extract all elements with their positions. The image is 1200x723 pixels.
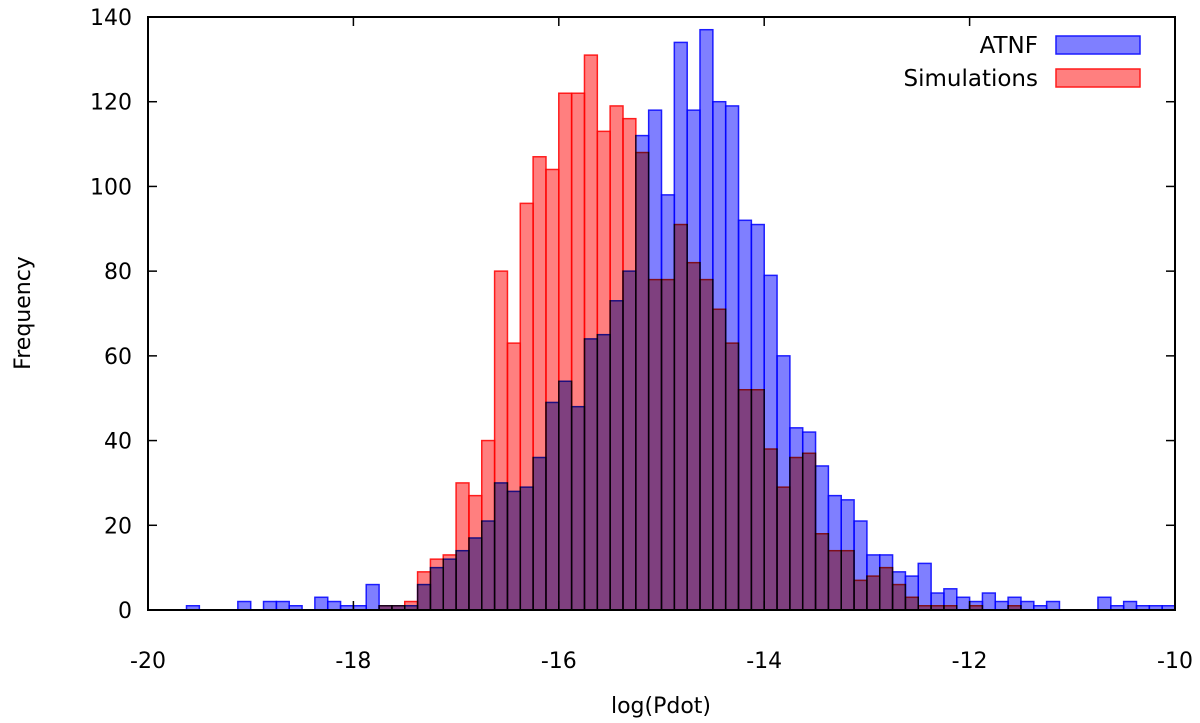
y-tick-label: 0 <box>118 599 132 624</box>
bar <box>878 566 894 611</box>
legend-label-atnf: ATNF <box>980 33 1038 59</box>
bar <box>724 342 740 611</box>
bar <box>814 533 830 611</box>
legend-swatch-atnf <box>1055 35 1141 55</box>
x-tick-label: -20 <box>130 649 166 674</box>
bar <box>429 558 445 611</box>
bar <box>699 278 714 611</box>
y-tick-label: 100 <box>90 175 132 200</box>
bar <box>750 388 765 611</box>
x-tick-label: -14 <box>746 649 782 674</box>
bar <box>647 278 663 611</box>
bar <box>609 105 624 611</box>
bar <box>532 156 547 611</box>
x-tick-label: -12 <box>952 649 988 674</box>
bar <box>570 92 586 611</box>
bar <box>455 482 470 611</box>
bar <box>1097 596 1112 611</box>
x-tick-label: -16 <box>541 649 577 674</box>
bar <box>891 583 907 611</box>
bars-layer <box>185 28 1176 611</box>
bar <box>737 388 753 611</box>
bar <box>468 494 483 611</box>
bar <box>1020 600 1035 611</box>
y-axis-title: Frequency <box>11 256 36 370</box>
axis-ticks: -20 -18 -16 -14 -12 -10 0 20 40 60 80 100 120 140 <box>90 6 1193 674</box>
y-tick-label: 20 <box>104 514 132 539</box>
x-tick-label: -10 <box>1157 649 1193 674</box>
bar <box>981 592 997 611</box>
bar <box>904 596 919 611</box>
bar <box>275 600 290 611</box>
bar <box>506 342 522 611</box>
bar <box>917 562 932 611</box>
bar <box>493 270 509 611</box>
bar <box>801 452 817 611</box>
y-tick-label: 40 <box>104 430 132 455</box>
bar <box>635 151 650 611</box>
bar <box>686 261 701 611</box>
bar <box>519 202 534 611</box>
bar <box>237 600 252 611</box>
y-tick-label: 60 <box>104 345 132 370</box>
bar <box>404 600 419 611</box>
legend: ATNF Simulations <box>904 33 1141 92</box>
bar <box>622 117 637 611</box>
bar <box>558 92 573 611</box>
bar <box>673 223 688 611</box>
bar <box>827 549 842 611</box>
legend-swatch-simulations <box>1055 68 1141 88</box>
bar <box>776 486 791 611</box>
bar <box>712 308 727 611</box>
bar <box>1122 600 1138 611</box>
y-tick-label: 140 <box>90 6 132 31</box>
bar <box>481 439 496 611</box>
bar <box>416 571 432 611</box>
y-tick-label: 80 <box>104 260 132 285</box>
bar <box>583 54 599 611</box>
bar <box>853 579 868 611</box>
bar <box>545 168 560 611</box>
plot-frame <box>147 16 1176 611</box>
bar <box>660 278 676 611</box>
bar <box>442 554 457 611</box>
bar <box>789 456 804 611</box>
bar <box>840 549 855 611</box>
legend-label-simulations: Simulations <box>904 66 1039 92</box>
bar <box>956 596 971 611</box>
bar <box>326 600 342 611</box>
bar <box>262 600 278 611</box>
bar <box>1045 600 1061 611</box>
bar <box>314 596 329 611</box>
bar <box>994 600 1009 611</box>
y-tick-label: 120 <box>90 91 132 116</box>
bar <box>763 448 778 611</box>
bar <box>365 583 380 611</box>
bar <box>596 130 611 611</box>
bar <box>866 575 881 611</box>
x-tick-label: -18 <box>335 649 371 674</box>
x-axis-title: log(Pdot) <box>611 694 711 719</box>
